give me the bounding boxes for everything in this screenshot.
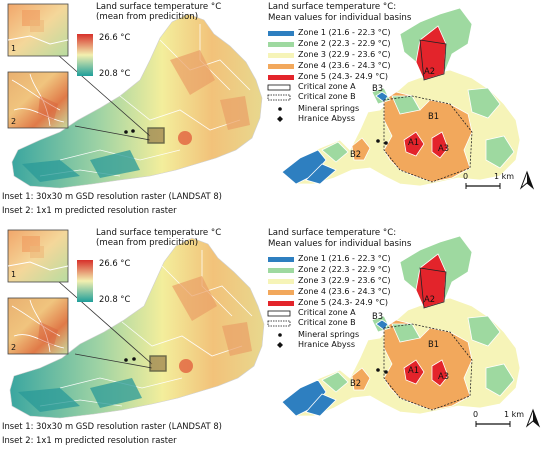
basin-label-b3: B3 (372, 83, 384, 93)
legend-critical-a: Critical zone A (298, 82, 356, 91)
lst-map-graphics (7, 3, 535, 190)
legend-swatches (267, 31, 294, 122)
legend-title-line1: Land surface temperature °C: (268, 2, 397, 12)
legend-hranice-abyss: Hranice Abyss (298, 114, 355, 123)
critical-zone-outlines (383, 39, 473, 183)
basin-label-a1: A1 (408, 365, 420, 375)
legend-swatches (267, 257, 294, 348)
legend-zone-2: Zone 2 (22.3 - 22.9 °C) (298, 39, 391, 48)
lst-raster-map (11, 13, 263, 189)
scale-label-zero: 0 (473, 410, 479, 419)
colorbar-title-line2: (mean from predicition) (96, 238, 199, 248)
legend-title-line2: Mean values for individual basins (268, 239, 412, 249)
colorbar-max-label: 26.6 °C (99, 32, 131, 42)
scale-label-zero: 0 (463, 172, 469, 181)
inset-1-number: 1 (11, 270, 17, 279)
caption-inset-1: Inset 1: 30x30 m GSD resolution raster (… (2, 191, 222, 201)
inset-1-landsat (7, 3, 69, 57)
basin-label-a3: A3 (438, 371, 450, 381)
colorbar-title-line1: Land surface temperature °C (96, 228, 222, 238)
legend-zone-3: Zone 3 (22.9 - 23.6 °C) (298, 50, 391, 59)
basin-label-b3: B3 (372, 311, 384, 321)
critical-zone-outlines (383, 267, 473, 411)
inset-2-predicted (7, 71, 69, 129)
scale-bar (465, 183, 501, 189)
legend-zone-1: Zone 1 (21.6 - 22.3 °C) (298, 28, 391, 37)
legend-critical-a: Critical zone A (298, 308, 356, 317)
basin-label-a1: A1 (408, 137, 420, 147)
north-arrow-icon (519, 170, 535, 190)
basin-label-a2: A2 (424, 294, 436, 304)
legend-zone-4: Zone 4 (23.6 - 24.3 °C) (298, 287, 391, 296)
basin-label-a3: A3 (438, 143, 450, 153)
legend-mineral-springs: Mineral springs (298, 104, 360, 113)
figure-panel-bottom: Land surface temperature °C (mean from p… (0, 226, 550, 451)
legend-title-line1: Land surface temperature °C: (268, 228, 397, 238)
inset-1-landsat (7, 229, 69, 283)
colorbar-title-line2: (mean from predicition) (96, 12, 199, 22)
basin-label-b2: B2 (350, 149, 362, 159)
basin-label-b1: B1 (428, 111, 440, 121)
caption-inset-1: Inset 1: 30x30 m GSD resolution raster (… (2, 421, 222, 431)
inset-2-predicted (7, 297, 69, 355)
lst-map-graphics (7, 229, 541, 428)
inset-locator-box (149, 355, 167, 372)
lst-colorbar (77, 34, 93, 76)
lst-raster-map (9, 237, 265, 419)
scale-label-km: 1 km (504, 410, 525, 419)
legend-zone-1: Zone 1 (21.6 - 22.3 °C) (298, 254, 391, 263)
legend-zone-5: Zone 5 (24.3- 24.9 °C) (298, 72, 388, 81)
colorbar-title-line1: Land surface temperature °C (96, 2, 222, 12)
legend-critical-b: Critical zone B (298, 92, 356, 101)
legend-critical-b: Critical zone B (298, 318, 356, 327)
north-arrow-icon (525, 408, 541, 428)
legend-zone-2: Zone 2 (22.3 - 22.9 °C) (298, 265, 391, 274)
scale-label-km: 1 km (494, 172, 515, 181)
basin-zone-map (281, 7, 521, 187)
lst-colorbar (77, 260, 93, 302)
inset-locator-box (147, 127, 165, 144)
caption-inset-2: Inset 2: 1x1 m predicted resolution rast… (2, 205, 177, 215)
figure-panel-top: Land surface temperature °C (mean from p… (2, 2, 535, 215)
basin-zone-map (281, 235, 521, 417)
legend-title-line2: Mean values for individual basins (268, 13, 412, 23)
colorbar-min-label: 20.8 °C (99, 294, 131, 304)
basin-label-b2: B2 (350, 378, 362, 388)
legend-zone-3: Zone 3 (22.9 - 23.6 °C) (298, 276, 391, 285)
scale-bar (475, 421, 511, 427)
legend-hranice-abyss: Hranice Abyss (298, 340, 355, 349)
basin-label-b1: B1 (428, 339, 440, 349)
legend-mineral-springs: Mineral springs (298, 330, 360, 339)
inset-1-number: 1 (11, 44, 17, 53)
colorbar-max-label: 26.6 °C (99, 258, 131, 268)
inset-2-number: 2 (11, 117, 17, 126)
legend-zone-4: Zone 4 (23.6 - 24.3 °C) (298, 61, 391, 70)
legend-zone-5: Zone 5 (24.3- 24.9 °C) (298, 298, 388, 307)
basin-label-a2: A2 (424, 66, 436, 76)
colorbar-min-label: 20.8 °C (99, 68, 131, 78)
caption-inset-2: Inset 2: 1x1 m predicted resolution rast… (2, 435, 177, 445)
inset-2-number: 2 (11, 343, 17, 352)
